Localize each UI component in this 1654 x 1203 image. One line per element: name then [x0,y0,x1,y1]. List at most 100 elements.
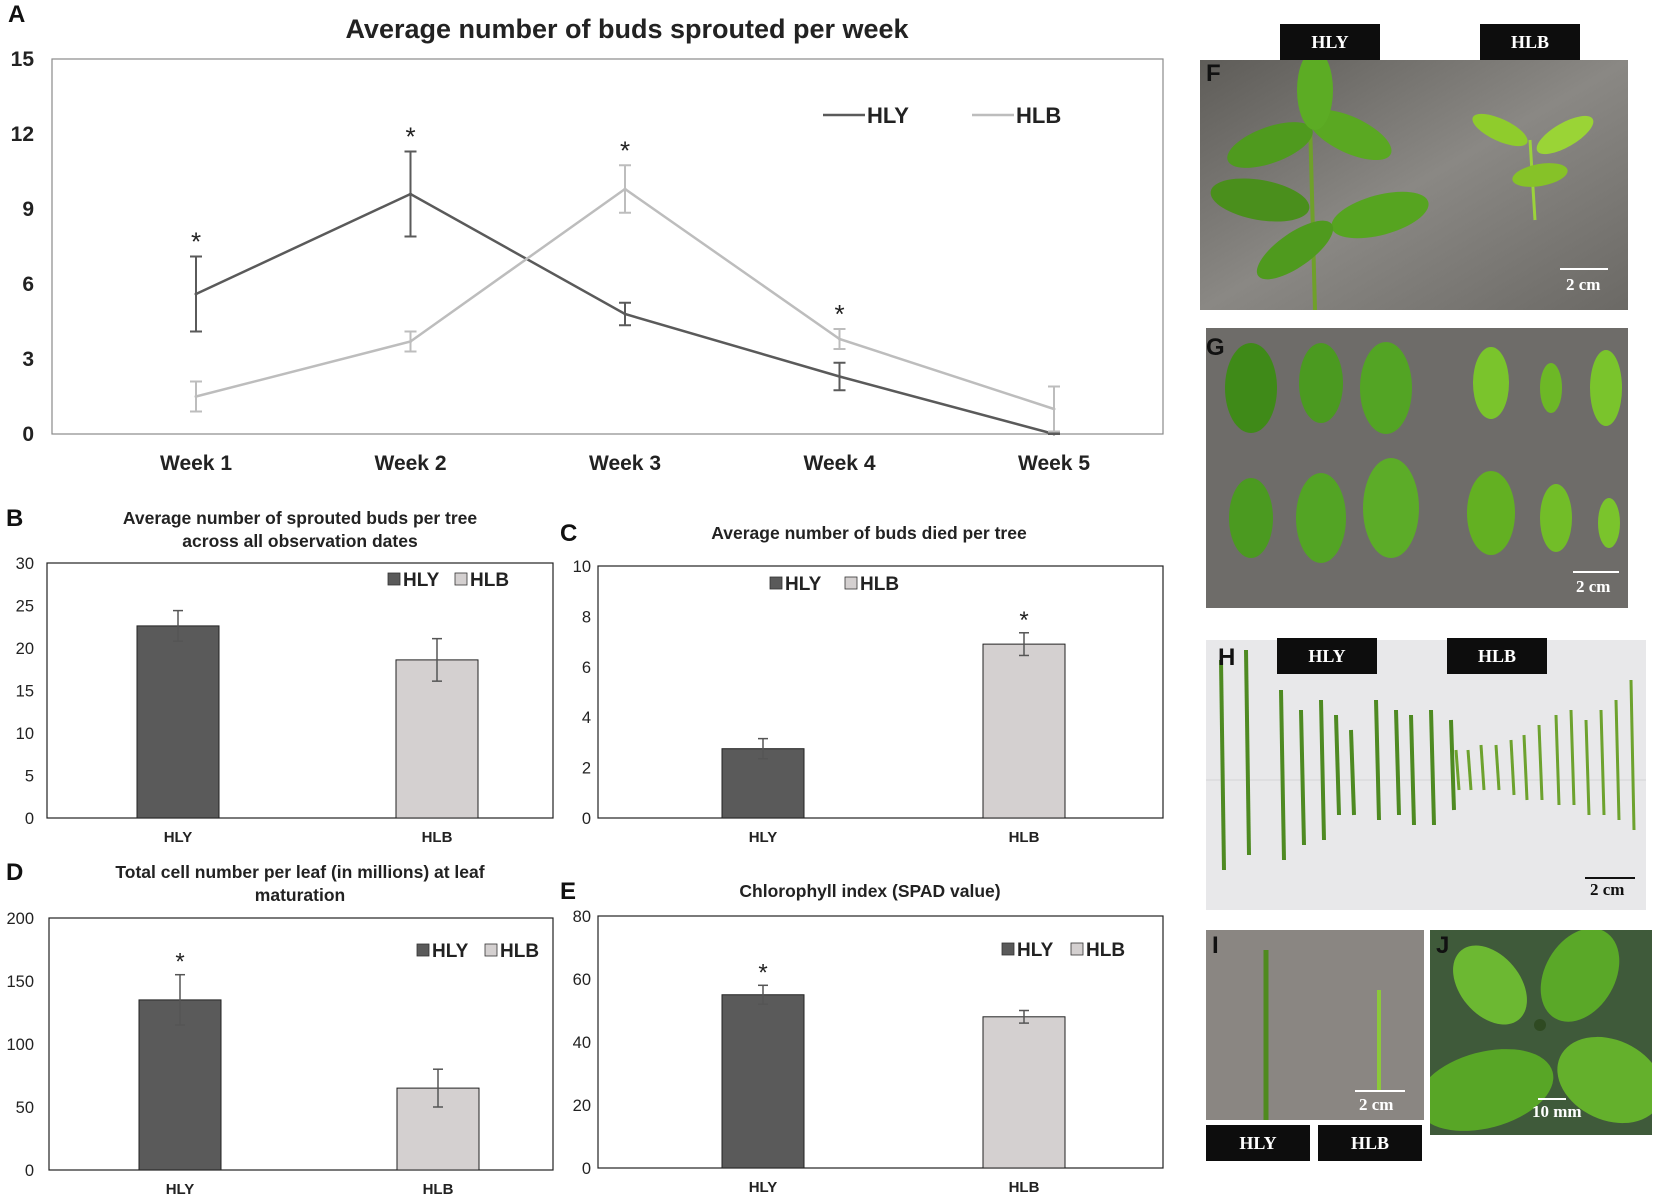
photo-g-scale-label: 2 cm [1576,577,1611,596]
chart-e-x-tick-label: HLY [749,1179,778,1196]
photo-j-leaf-closeup [1430,930,1652,1135]
photo-h-stem-hlb [1479,744,1486,791]
photo-h-stem-hlb [1599,709,1606,816]
chart-b-legend-label-hlb: HLB [470,570,509,591]
chart-b-legend-label-hly: HLY [403,570,440,591]
chart-d-y-tick-label: 100 [6,1036,34,1054]
chart-e-legend-label-hlb: HLB [1086,940,1125,961]
chart-a-y-tick-label: 12 [11,123,34,146]
photo-h-stem-hlb [1554,714,1561,806]
photo-f-scale-bar [1560,268,1608,270]
photo-h-stem-hlb [1466,749,1473,791]
photo-h-stem-hly [1279,689,1286,861]
photo-h-stem-hly [1244,649,1251,856]
chart-a-significance-marker: * [191,227,201,257]
chart-b-y-tick-label: 25 [16,598,34,616]
photo-h-stem-hly [1319,699,1326,841]
chart-e-x-tick-label: HLB [1009,1179,1040,1196]
photo-h-stem-hly [1299,709,1306,846]
chart-d-cell-number-per-leaf: D Total cell number per leaf (in millions… [6,859,554,1198]
chart-e-chlorophyll-index: E Chlorophyll index (SPAD value) 0 20 40 60 80… [560,878,1164,1196]
chart-e-bar-hlb [982,1016,1066,1169]
chart-e-y-tick-label: 80 [573,908,591,926]
chart-d-y-tick-label: 50 [16,1099,34,1117]
chart-e-y-tick-label: 20 [573,1097,591,1115]
chart-c-y-tick-label: 10 [573,558,591,576]
photo-f-shoots [1200,60,1628,310]
photo-j-image [1430,930,1652,1135]
photo-h-stem-hlb [1509,739,1516,796]
chart-c-buds-died-per-tree: C Average number of buds died per tree 0 2 4… [560,520,1164,846]
chart-a-point-hlb [1052,407,1056,411]
chart-d-plot-area [48,917,554,1171]
chart-a-x-tick-label: Week 3 [589,452,661,475]
chart-a-y-tick-label: 0 [22,423,34,446]
chart-c-significance-marker: * [1019,607,1028,634]
chart-e-bar-hly [721,994,805,1169]
panel-label-j: J [1436,932,1450,959]
photo-g-scale-bar [1573,571,1619,573]
chart-c-legend-label-hly: HLY [785,574,822,595]
chart-a-plot-area [51,58,1164,435]
photo-h-scale-bar [1585,877,1635,879]
chart-e-legend-label-hly: HLY [1017,940,1054,961]
panel-label-e: E [560,878,576,905]
photo-f-scale-label: 2 cm [1566,275,1601,294]
chart-b-bar-hlb [395,659,479,819]
photo-h-stem-hlb [1522,734,1529,801]
chart-a-point-hly [623,312,627,316]
photo-i-image [1206,930,1424,1120]
chart-d-title-line: Total cell number per leaf (in millions)… [115,862,484,882]
chart-a-x-tick-label: Week 2 [375,452,447,475]
photo-h-stem-hlb [1494,744,1501,791]
panel-label-a: A [8,1,25,28]
chart-a-point-hly [1052,432,1056,436]
chart-a-point-hly [409,192,412,196]
panel-label-i: I [1212,932,1219,959]
photo-h-stem-hlb [1454,749,1461,791]
chart-a-significance-marker: * [405,122,415,152]
photo-h-image [1206,640,1646,910]
photo-f-image [1200,60,1628,310]
chart-d-y-tick-label: 200 [6,910,34,928]
photo-j-scale-bar [1538,1098,1566,1100]
chart-b-legend-swatch-hlb [454,572,468,586]
photo-i-tag-hlb: HLB [1318,1125,1422,1161]
photo-h-stem-hlb [1614,699,1621,821]
photo-h-stem-hly [1334,714,1341,816]
chart-d-legend-label-hlb: HLB [500,941,539,962]
photo-h-stem-hlb [1569,709,1576,806]
chart-c-bar-hlb [982,643,1066,819]
chart-b-y-tick-label: 5 [25,768,34,786]
chart-d-legend-swatch-hlb [484,943,498,957]
chart-b-x-tick-label: HLB [422,829,453,846]
chart-a-x-tick-label: Week 1 [160,452,232,475]
photo-f-tag-hlb: HLB [1480,24,1580,60]
panel-label-c: C [560,520,577,547]
chart-c-legend-label-hlb: HLB [860,574,899,595]
chart-c-title-line: Average number of buds died per tree [711,523,1027,543]
chart-a-x-tick-label: Week 5 [1018,452,1090,475]
chart-d-significance-marker: * [175,949,184,976]
chart-a-significance-marker: * [834,299,844,329]
photo-h-stem-hlb [1629,679,1636,831]
chart-e-title-line: Chlorophyll index (SPAD value) [739,881,1000,901]
chart-c-y-tick-label: 2 [582,760,591,778]
chart-e-y-tick-label: 40 [573,1034,591,1052]
chart-b-bar-hly [136,625,220,819]
photo-h-tag-hlb: HLB [1447,638,1547,674]
panel-label-g: G [1206,334,1225,361]
chart-a-y-tick-label: 6 [22,273,34,296]
chart-d-x-tick-label: HLY [166,1181,195,1198]
photo-i-tag-hly: HLY [1206,1125,1310,1161]
chart-e-y-tick-label: 60 [573,971,591,989]
photo-h-stem-hly [1394,709,1401,816]
chart-a-point-hly [838,375,841,378]
chart-a-point-hlb [194,395,198,398]
photo-h-stem-hly [1429,709,1436,826]
chart-b-y-tick-label: 10 [16,725,34,743]
chart-a-x-tick-label: Week 4 [804,452,876,475]
chart-c-y-tick-label: 8 [582,608,591,626]
photo-g-leaves [1206,328,1628,608]
chart-b-y-tick-label: 0 [25,810,34,828]
